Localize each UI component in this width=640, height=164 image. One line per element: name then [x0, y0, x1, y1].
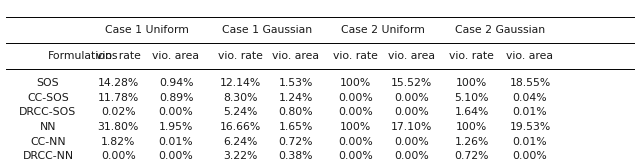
Text: Case 2 Uniform: Case 2 Uniform — [341, 25, 426, 34]
Text: 18.55%: 18.55% — [509, 78, 550, 88]
Text: NN: NN — [40, 122, 56, 132]
Text: 0.00%: 0.00% — [338, 107, 372, 117]
Text: 100%: 100% — [456, 122, 487, 132]
Text: 16.66%: 16.66% — [220, 122, 260, 132]
Text: 1.95%: 1.95% — [159, 122, 193, 132]
Text: vio. area: vio. area — [388, 51, 435, 61]
Text: 0.00%: 0.00% — [159, 151, 193, 161]
Text: 11.78%: 11.78% — [98, 93, 139, 102]
Text: 0.01%: 0.01% — [513, 107, 547, 117]
Text: SOS: SOS — [36, 78, 60, 88]
Text: 0.00%: 0.00% — [338, 151, 372, 161]
Text: 0.00%: 0.00% — [394, 151, 429, 161]
Text: 0.00%: 0.00% — [101, 151, 136, 161]
Text: 0.00%: 0.00% — [513, 151, 547, 161]
Text: 1.24%: 1.24% — [278, 93, 313, 102]
Text: 0.00%: 0.00% — [159, 107, 193, 117]
Text: 1.64%: 1.64% — [454, 107, 489, 117]
Text: 19.53%: 19.53% — [509, 122, 550, 132]
Text: 17.10%: 17.10% — [391, 122, 432, 132]
Text: 14.28%: 14.28% — [98, 78, 139, 88]
Text: 0.72%: 0.72% — [454, 151, 489, 161]
Text: 0.38%: 0.38% — [278, 151, 313, 161]
Text: 0.00%: 0.00% — [394, 93, 429, 102]
Text: vio. area: vio. area — [506, 51, 554, 61]
Text: 100%: 100% — [340, 78, 371, 88]
Text: 1.82%: 1.82% — [101, 137, 136, 147]
Text: 3.22%: 3.22% — [223, 151, 257, 161]
Text: vio. rate: vio. rate — [218, 51, 262, 61]
Text: Case 1 Uniform: Case 1 Uniform — [105, 25, 189, 34]
Text: DRCC-SOS: DRCC-SOS — [19, 107, 77, 117]
Text: vio. rate: vio. rate — [96, 51, 141, 61]
Text: 8.30%: 8.30% — [223, 93, 257, 102]
Text: 100%: 100% — [456, 78, 487, 88]
Text: CC-NN: CC-NN — [30, 137, 66, 147]
Text: 0.01%: 0.01% — [159, 137, 193, 147]
Text: 31.80%: 31.80% — [98, 122, 139, 132]
Text: vio. rate: vio. rate — [333, 51, 378, 61]
Text: Formulations: Formulations — [48, 51, 118, 61]
Text: 5.10%: 5.10% — [454, 93, 489, 102]
Text: DRCC-NN: DRCC-NN — [22, 151, 74, 161]
Text: 0.02%: 0.02% — [101, 107, 136, 117]
Text: CC-SOS: CC-SOS — [27, 93, 69, 102]
Text: 12.14%: 12.14% — [220, 78, 260, 88]
Text: 0.72%: 0.72% — [278, 137, 313, 147]
Text: vio. area: vio. area — [152, 51, 200, 61]
Text: Case 2 Gaussian: Case 2 Gaussian — [456, 25, 545, 34]
Text: 15.52%: 15.52% — [391, 78, 432, 88]
Text: 5.24%: 5.24% — [223, 107, 257, 117]
Text: 1.53%: 1.53% — [278, 78, 313, 88]
Text: 100%: 100% — [340, 122, 371, 132]
Text: 0.94%: 0.94% — [159, 78, 193, 88]
Text: 0.00%: 0.00% — [394, 137, 429, 147]
Text: 1.65%: 1.65% — [278, 122, 313, 132]
Text: 0.01%: 0.01% — [513, 137, 547, 147]
Text: vio. rate: vio. rate — [449, 51, 494, 61]
Text: 0.00%: 0.00% — [394, 107, 429, 117]
Text: 0.04%: 0.04% — [513, 93, 547, 102]
Text: 1.26%: 1.26% — [454, 137, 489, 147]
Text: Case 1 Gaussian: Case 1 Gaussian — [223, 25, 312, 34]
Text: 0.89%: 0.89% — [159, 93, 193, 102]
Text: 0.00%: 0.00% — [338, 93, 372, 102]
Text: 0.80%: 0.80% — [278, 107, 313, 117]
Text: 0.00%: 0.00% — [338, 137, 372, 147]
Text: vio. area: vio. area — [272, 51, 319, 61]
Text: 6.24%: 6.24% — [223, 137, 257, 147]
